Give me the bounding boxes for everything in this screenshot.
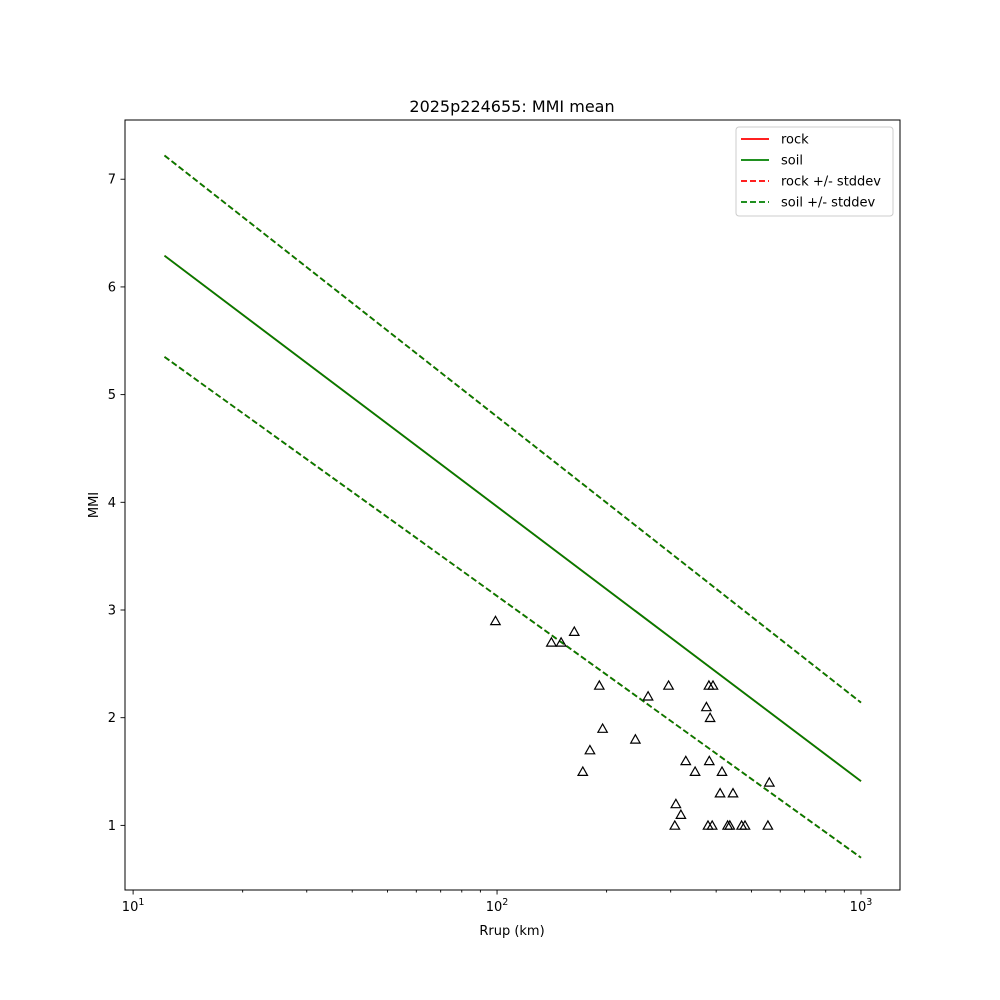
observation-point [489, 615, 502, 626]
observation-point [714, 787, 726, 798]
series-line-3-1 [163, 356, 862, 859]
observation-point [763, 776, 776, 787]
y-axis-label: MMI [87, 492, 102, 518]
y-tick-label: 7 [108, 173, 116, 188]
observation-point [706, 819, 718, 830]
observation-point [596, 722, 609, 733]
y-tick-label: 1 [108, 819, 116, 834]
observation-point [642, 690, 654, 701]
series-line-3-0 [163, 154, 862, 704]
y-tick-label: 3 [108, 604, 116, 619]
observation-point [679, 755, 692, 766]
observation-point [629, 733, 642, 744]
observation-point [739, 819, 751, 830]
observation-point [675, 808, 687, 820]
observation-point [716, 765, 728, 777]
legend-entry-label: rock [781, 133, 809, 148]
x-tick-label: 102 [486, 897, 509, 915]
observation-point [707, 679, 719, 690]
chart-title: 2025p224655: MMI mean [409, 97, 614, 116]
observation-points [489, 615, 776, 830]
observation-point [704, 711, 716, 723]
legend-entry-label: soil +/- stddev [781, 196, 876, 211]
series-line-1-0 [163, 254, 862, 782]
legend-entry-label: rock +/- stddev [781, 175, 881, 190]
legend-box [735, 126, 894, 217]
observation-point [545, 636, 558, 647]
y-tick-label: 5 [108, 388, 116, 403]
observation-point [689, 765, 701, 777]
observation-point [662, 679, 675, 690]
x-tick-label: 103 [850, 897, 873, 915]
observation-point [576, 765, 589, 777]
observation-point [700, 701, 713, 712]
series-lines [163, 154, 862, 859]
observation-point [724, 819, 736, 830]
x-axis-label: Rrup (km) [479, 924, 544, 939]
y-tick-label: 4 [108, 496, 116, 511]
legend: rock soil rock +/- stddev soil +/- stddev [735, 126, 894, 217]
observation-point [568, 625, 581, 637]
x-tick-label: 101 [122, 897, 145, 915]
y-tick-label: 2 [108, 711, 116, 726]
observation-point [735, 819, 748, 830]
observation-point [555, 636, 567, 647]
legend-entry-label: soil [781, 154, 803, 169]
observation-point [669, 819, 681, 830]
observation-point [727, 787, 739, 798]
observation-point [703, 755, 716, 766]
observation-point [584, 744, 596, 755]
y-tick-label: 6 [108, 280, 116, 295]
plot-frame [124, 119, 901, 891]
observation-point [670, 798, 682, 809]
y-axis: 1 2 3 4 5 6 7 [108, 173, 125, 834]
x-axis: 101 102 103 [122, 890, 872, 915]
observation-point [593, 679, 606, 690]
observation-point [762, 819, 774, 830]
